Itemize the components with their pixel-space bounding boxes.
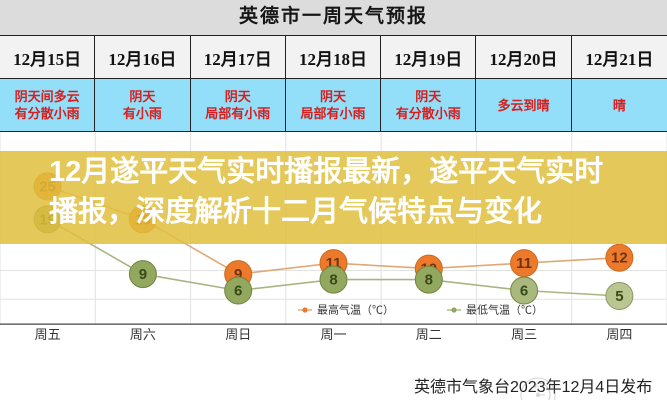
svg-text:9: 9 <box>139 266 147 283</box>
svg-text:8: 8 <box>425 272 433 289</box>
svg-text:周日: 周日 <box>225 327 251 342</box>
svg-text:周五: 周五 <box>35 327 61 342</box>
svg-text:周六: 周六 <box>130 327 156 342</box>
svg-text:周四: 周四 <box>606 327 632 342</box>
svg-text:最低气温（℃）: 最低气温（℃） <box>466 303 543 317</box>
svg-text:周二: 周二 <box>416 327 442 342</box>
svg-text:周三: 周三 <box>511 327 537 342</box>
svg-text:11: 11 <box>516 255 532 272</box>
svg-text:周一: 周一 <box>320 327 346 342</box>
svg-text:8: 8 <box>329 272 337 289</box>
svg-text:5: 5 <box>615 288 623 305</box>
svg-text:12: 12 <box>611 250 628 267</box>
svg-text:6: 6 <box>234 283 242 300</box>
svg-text:6: 6 <box>520 283 528 300</box>
svg-text:最高气温（℃）: 最高气温（℃） <box>317 303 394 317</box>
